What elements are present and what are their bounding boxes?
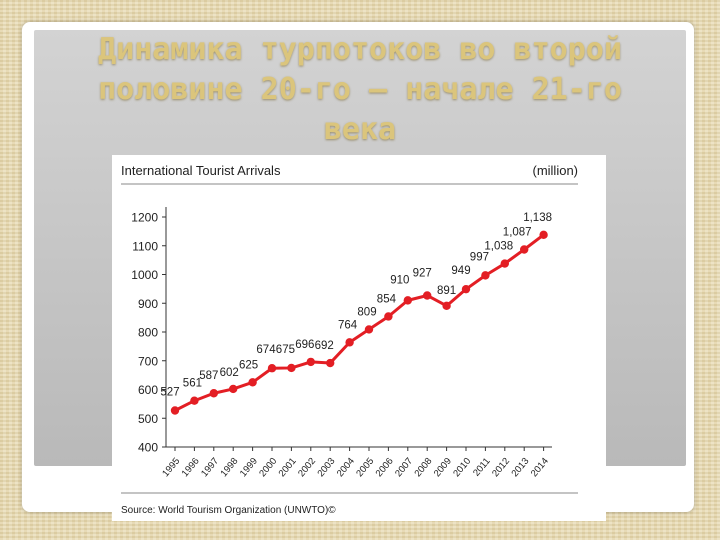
x-tick-label: 2000: [257, 456, 279, 479]
x-tick-label: 2002: [296, 456, 318, 479]
slide-title: Динамика турпотоков во второй половине 2…: [40, 30, 680, 150]
data-point: [500, 259, 509, 268]
chart-source: Source: World Tourism Organization (UNWT…: [121, 505, 336, 516]
x-tick-label: 1999: [238, 456, 260, 479]
x-tick-label: 2004: [335, 456, 357, 479]
y-tick-label: 1200: [131, 211, 158, 225]
x-tick-label: 2008: [412, 456, 434, 479]
data-point: [520, 245, 529, 254]
data-point: [248, 378, 257, 387]
x-tick-label: 1995: [160, 456, 182, 479]
data-point: [190, 396, 199, 405]
y-tick-label: 700: [138, 354, 158, 368]
y-tick-label: 800: [138, 326, 158, 340]
slide-title-line-3: века: [323, 112, 397, 147]
data-label: 561: [183, 378, 202, 390]
data-label: 854: [377, 293, 397, 305]
x-tick-label: 2001: [277, 456, 299, 479]
y-tick-label: 600: [138, 383, 158, 397]
slide-title-line-2: половине 20-го – начале 21-го: [98, 72, 622, 107]
data-point: [229, 384, 238, 394]
y-tick-label: 500: [138, 412, 158, 426]
x-tick-label: 2007: [393, 456, 415, 479]
data-point: [364, 325, 374, 334]
x-ticks: 1995199619971998199920002001200220032004…: [160, 447, 551, 479]
data-label: 764: [338, 319, 358, 331]
chart-title: International Tourist Arrivals: [121, 163, 281, 178]
x-tick-label: 2013: [509, 456, 531, 479]
x-tick-label: 1997: [199, 456, 221, 479]
data-label: 696: [295, 339, 314, 351]
series-points: [170, 230, 548, 415]
data-label: 587: [199, 370, 218, 382]
data-label: 927: [413, 267, 432, 279]
data-point: [287, 363, 296, 373]
data-point: [384, 312, 393, 321]
data-label: 809: [357, 306, 376, 318]
data-point: [481, 271, 490, 280]
data-label: 910: [390, 274, 409, 286]
x-tick-label: 1996: [180, 456, 202, 479]
data-point: [326, 358, 335, 368]
data-label: 625: [239, 359, 258, 371]
data-label: 891: [437, 285, 456, 297]
x-tick-label: 2003: [315, 456, 337, 479]
y-tick-label: 900: [138, 297, 158, 311]
x-tick-label: 2009: [432, 456, 454, 479]
data-point: [267, 364, 277, 373]
chart-card: International Tourist Arrivals (million)…: [112, 155, 606, 521]
data-label: 949: [451, 265, 470, 277]
x-tick-label: 2012: [490, 456, 512, 479]
data-label: 1,087: [503, 226, 532, 238]
x-tick-label: 2005: [354, 456, 376, 479]
data-label: 675: [276, 344, 295, 356]
data-point: [403, 296, 412, 305]
data-label: 997: [470, 251, 489, 263]
chart-unit-label: (million): [533, 163, 579, 178]
data-point: [170, 406, 180, 415]
data-label: 674: [256, 344, 276, 356]
data-point: [423, 291, 432, 300]
tourist-arrivals-chart: International Tourist Arrivals (million)…: [121, 163, 579, 516]
data-point: [539, 230, 548, 240]
x-tick-label: 2011: [471, 456, 493, 479]
data-label: 692: [315, 340, 334, 352]
x-tick-label: 2006: [374, 456, 396, 479]
data-point: [345, 338, 354, 347]
data-point: [461, 284, 471, 294]
data-point: [442, 301, 451, 311]
y-tick-label: 1100: [132, 239, 158, 253]
data-point: [209, 389, 218, 398]
data-label: 527: [160, 386, 179, 398]
y-tick-label: 400: [138, 441, 158, 455]
slide-title-line-1: Динамика турпотоков во второй: [98, 32, 622, 67]
x-tick-label: 2010: [451, 456, 473, 479]
data-label: 1,138: [523, 212, 552, 224]
data-label: 1,038: [484, 241, 513, 253]
data-label: 602: [220, 367, 239, 379]
y-tick-label: 1000: [131, 268, 158, 282]
x-tick-label: 2014: [529, 456, 551, 479]
y-ticks: 400 500 600 700 800 900 1000 1100 1200: [131, 211, 166, 455]
x-tick-label: 1998: [218, 456, 240, 479]
data-point: [306, 357, 315, 367]
